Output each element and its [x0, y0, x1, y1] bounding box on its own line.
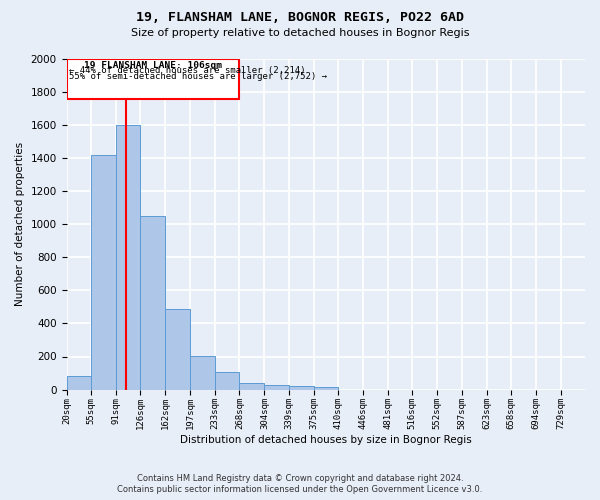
Text: Contains HM Land Registry data © Crown copyright and database right 2024.
Contai: Contains HM Land Registry data © Crown c… [118, 474, 482, 494]
Bar [67, 59, 239, 99]
Bar [190, 356, 215, 390]
Text: ← 44% of detached houses are smaller (2,214): ← 44% of detached houses are smaller (2,… [68, 66, 305, 76]
Bar [91, 155, 116, 390]
Bar [265, 386, 289, 390]
Bar [67, 376, 91, 390]
Bar [289, 386, 314, 390]
Text: 55% of semi-detached houses are larger (2,752) →: 55% of semi-detached houses are larger (… [68, 72, 326, 81]
Y-axis label: Number of detached properties: Number of detached properties [15, 142, 25, 306]
Bar [166, 308, 190, 390]
Bar [140, 216, 166, 390]
Text: 19 FLANSHAM LANE: 106sqm: 19 FLANSHAM LANE: 106sqm [84, 62, 222, 70]
Bar [314, 387, 338, 390]
Text: 19, FLANSHAM LANE, BOGNOR REGIS, PO22 6AD: 19, FLANSHAM LANE, BOGNOR REGIS, PO22 6A… [136, 11, 464, 24]
Text: Size of property relative to detached houses in Bognor Regis: Size of property relative to detached ho… [131, 28, 469, 38]
Bar [116, 125, 140, 390]
X-axis label: Distribution of detached houses by size in Bognor Regis: Distribution of detached houses by size … [180, 435, 472, 445]
Bar [239, 383, 265, 390]
Bar [215, 372, 239, 390]
